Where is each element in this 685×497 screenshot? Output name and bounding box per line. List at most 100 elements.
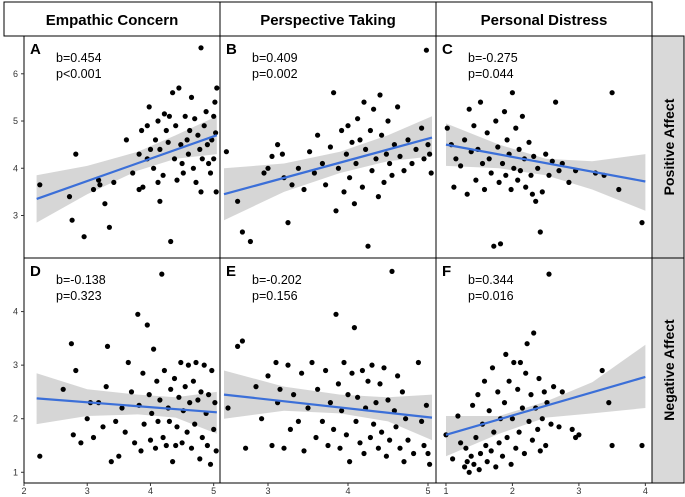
- data-point-c-38: [526, 139, 532, 145]
- data-point-a-54: [201, 123, 207, 129]
- data-point-f-60: [569, 426, 575, 432]
- data-point-e-15: [295, 418, 301, 424]
- regression-line-b: [223, 136, 433, 196]
- data-point-c-25: [503, 172, 509, 178]
- xtick-label-e-4: 4: [345, 486, 350, 496]
- data-point-a-49: [195, 132, 201, 138]
- row-label-positive-affect: Positive Affect: [661, 98, 677, 195]
- data-point-e-52: [383, 453, 389, 459]
- xtick-label-d-4: 4: [148, 486, 153, 496]
- data-point-e-17: [301, 448, 307, 454]
- confidence-band-d: [36, 373, 217, 434]
- pvalue-text-e: p=0.156: [252, 289, 298, 303]
- data-point-c-33: [516, 146, 522, 152]
- data-point-c-32: [515, 177, 521, 183]
- data-point-a-4: [81, 234, 87, 240]
- data-point-c-48: [549, 158, 555, 164]
- data-point-f-21: [489, 365, 496, 371]
- panel-label-f: F: [442, 263, 451, 280]
- data-point-f-11: [473, 434, 479, 441]
- data-point-b-1: [235, 198, 241, 204]
- data-point-b-61: [428, 170, 434, 176]
- row-labels: Positive Affect Negative Affect: [651, 35, 685, 484]
- ytick-label-a-3: 3: [13, 210, 18, 220]
- regression-line-c: [445, 143, 646, 183]
- data-point-f-34: [511, 359, 517, 366]
- data-point-e-67: [421, 442, 427, 449]
- data-point-d-61: [199, 434, 205, 441]
- data-point-c-14: [481, 186, 488, 193]
- data-point-b-25: [343, 151, 349, 157]
- data-point-d-45: [174, 424, 180, 430]
- ytick-label-d-1: 1: [13, 467, 18, 477]
- data-point-b-40: [373, 156, 379, 162]
- data-point-c-10: [473, 177, 479, 183]
- data-point-e-35: [349, 370, 355, 376]
- data-point-f-62: [576, 432, 582, 438]
- data-point-d-43: [171, 375, 178, 382]
- data-point-d-10: [100, 424, 106, 430]
- data-point-f-35: [513, 445, 519, 451]
- data-point-c-24: [501, 109, 508, 115]
- data-point-f-37: [516, 429, 522, 435]
- data-point-d-68: [211, 426, 217, 432]
- data-point-a-2: [69, 217, 75, 223]
- data-point-f-8: [468, 453, 474, 459]
- data-point-e-25: [327, 400, 333, 406]
- data-point-d-32: [154, 378, 160, 384]
- data-point-c-37: [523, 184, 529, 190]
- data-point-d-2: [68, 341, 74, 347]
- data-point-f-30: [504, 434, 510, 441]
- regression-line-e: [223, 393, 433, 419]
- data-point-f-4: [462, 464, 468, 470]
- data-point-c-42: [533, 198, 539, 204]
- data-point-d-55: [190, 378, 196, 384]
- data-point-f-3: [458, 440, 464, 446]
- data-point-f-51: [539, 416, 545, 422]
- data-point-f-13: [476, 467, 482, 473]
- row-label-negative-affect: Negative Affect: [661, 319, 677, 421]
- data-point-c-39: [528, 172, 534, 178]
- data-point-b-53: [405, 137, 411, 143]
- data-point-a-11: [123, 137, 129, 143]
- data-point-e-33: [345, 392, 351, 398]
- data-point-b-11: [289, 182, 295, 188]
- coef-text-b: b=0.409: [252, 51, 298, 65]
- data-point-e-10: [277, 386, 283, 392]
- data-point-b-10: [285, 220, 291, 226]
- data-point-a-61: [211, 113, 217, 119]
- data-point-f-46: [531, 330, 537, 336]
- data-point-b-33: [359, 184, 365, 190]
- data-point-e-0: [225, 405, 231, 411]
- data-point-e-40: [359, 367, 365, 374]
- data-point-a-19: [146, 104, 152, 110]
- data-point-a-44: [187, 127, 193, 134]
- coef-text-a: b=0.454: [56, 51, 102, 65]
- data-point-b-57: [421, 156, 427, 162]
- confidence-band-b: [224, 116, 432, 221]
- data-point-d-1: [60, 386, 66, 392]
- data-point-c-57: [616, 186, 622, 193]
- data-point-c-56: [609, 90, 615, 96]
- xtick-label-f-1: 1: [443, 486, 448, 496]
- data-point-e-6: [265, 373, 271, 379]
- data-point-f-42: [524, 341, 530, 347]
- data-point-e-41: [361, 450, 367, 457]
- data-point-d-66: [207, 461, 214, 467]
- data-point-b-5: [265, 165, 271, 171]
- data-point-f-9: [470, 402, 476, 408]
- data-point-a-29: [163, 127, 169, 134]
- data-point-e-26: [331, 426, 337, 432]
- data-point-b-36: [365, 243, 371, 249]
- panel-label-a: A: [30, 41, 41, 58]
- data-point-f-41: [523, 370, 529, 376]
- data-point-a-9: [106, 224, 112, 230]
- data-point-c-20: [495, 144, 501, 150]
- data-point-d-24: [140, 370, 146, 376]
- data-point-e-63: [405, 437, 411, 443]
- data-point-b-18: [323, 182, 329, 188]
- panel-label-b: B: [226, 41, 237, 58]
- panel-label-c: C: [442, 41, 453, 58]
- data-point-b-37: [367, 127, 373, 134]
